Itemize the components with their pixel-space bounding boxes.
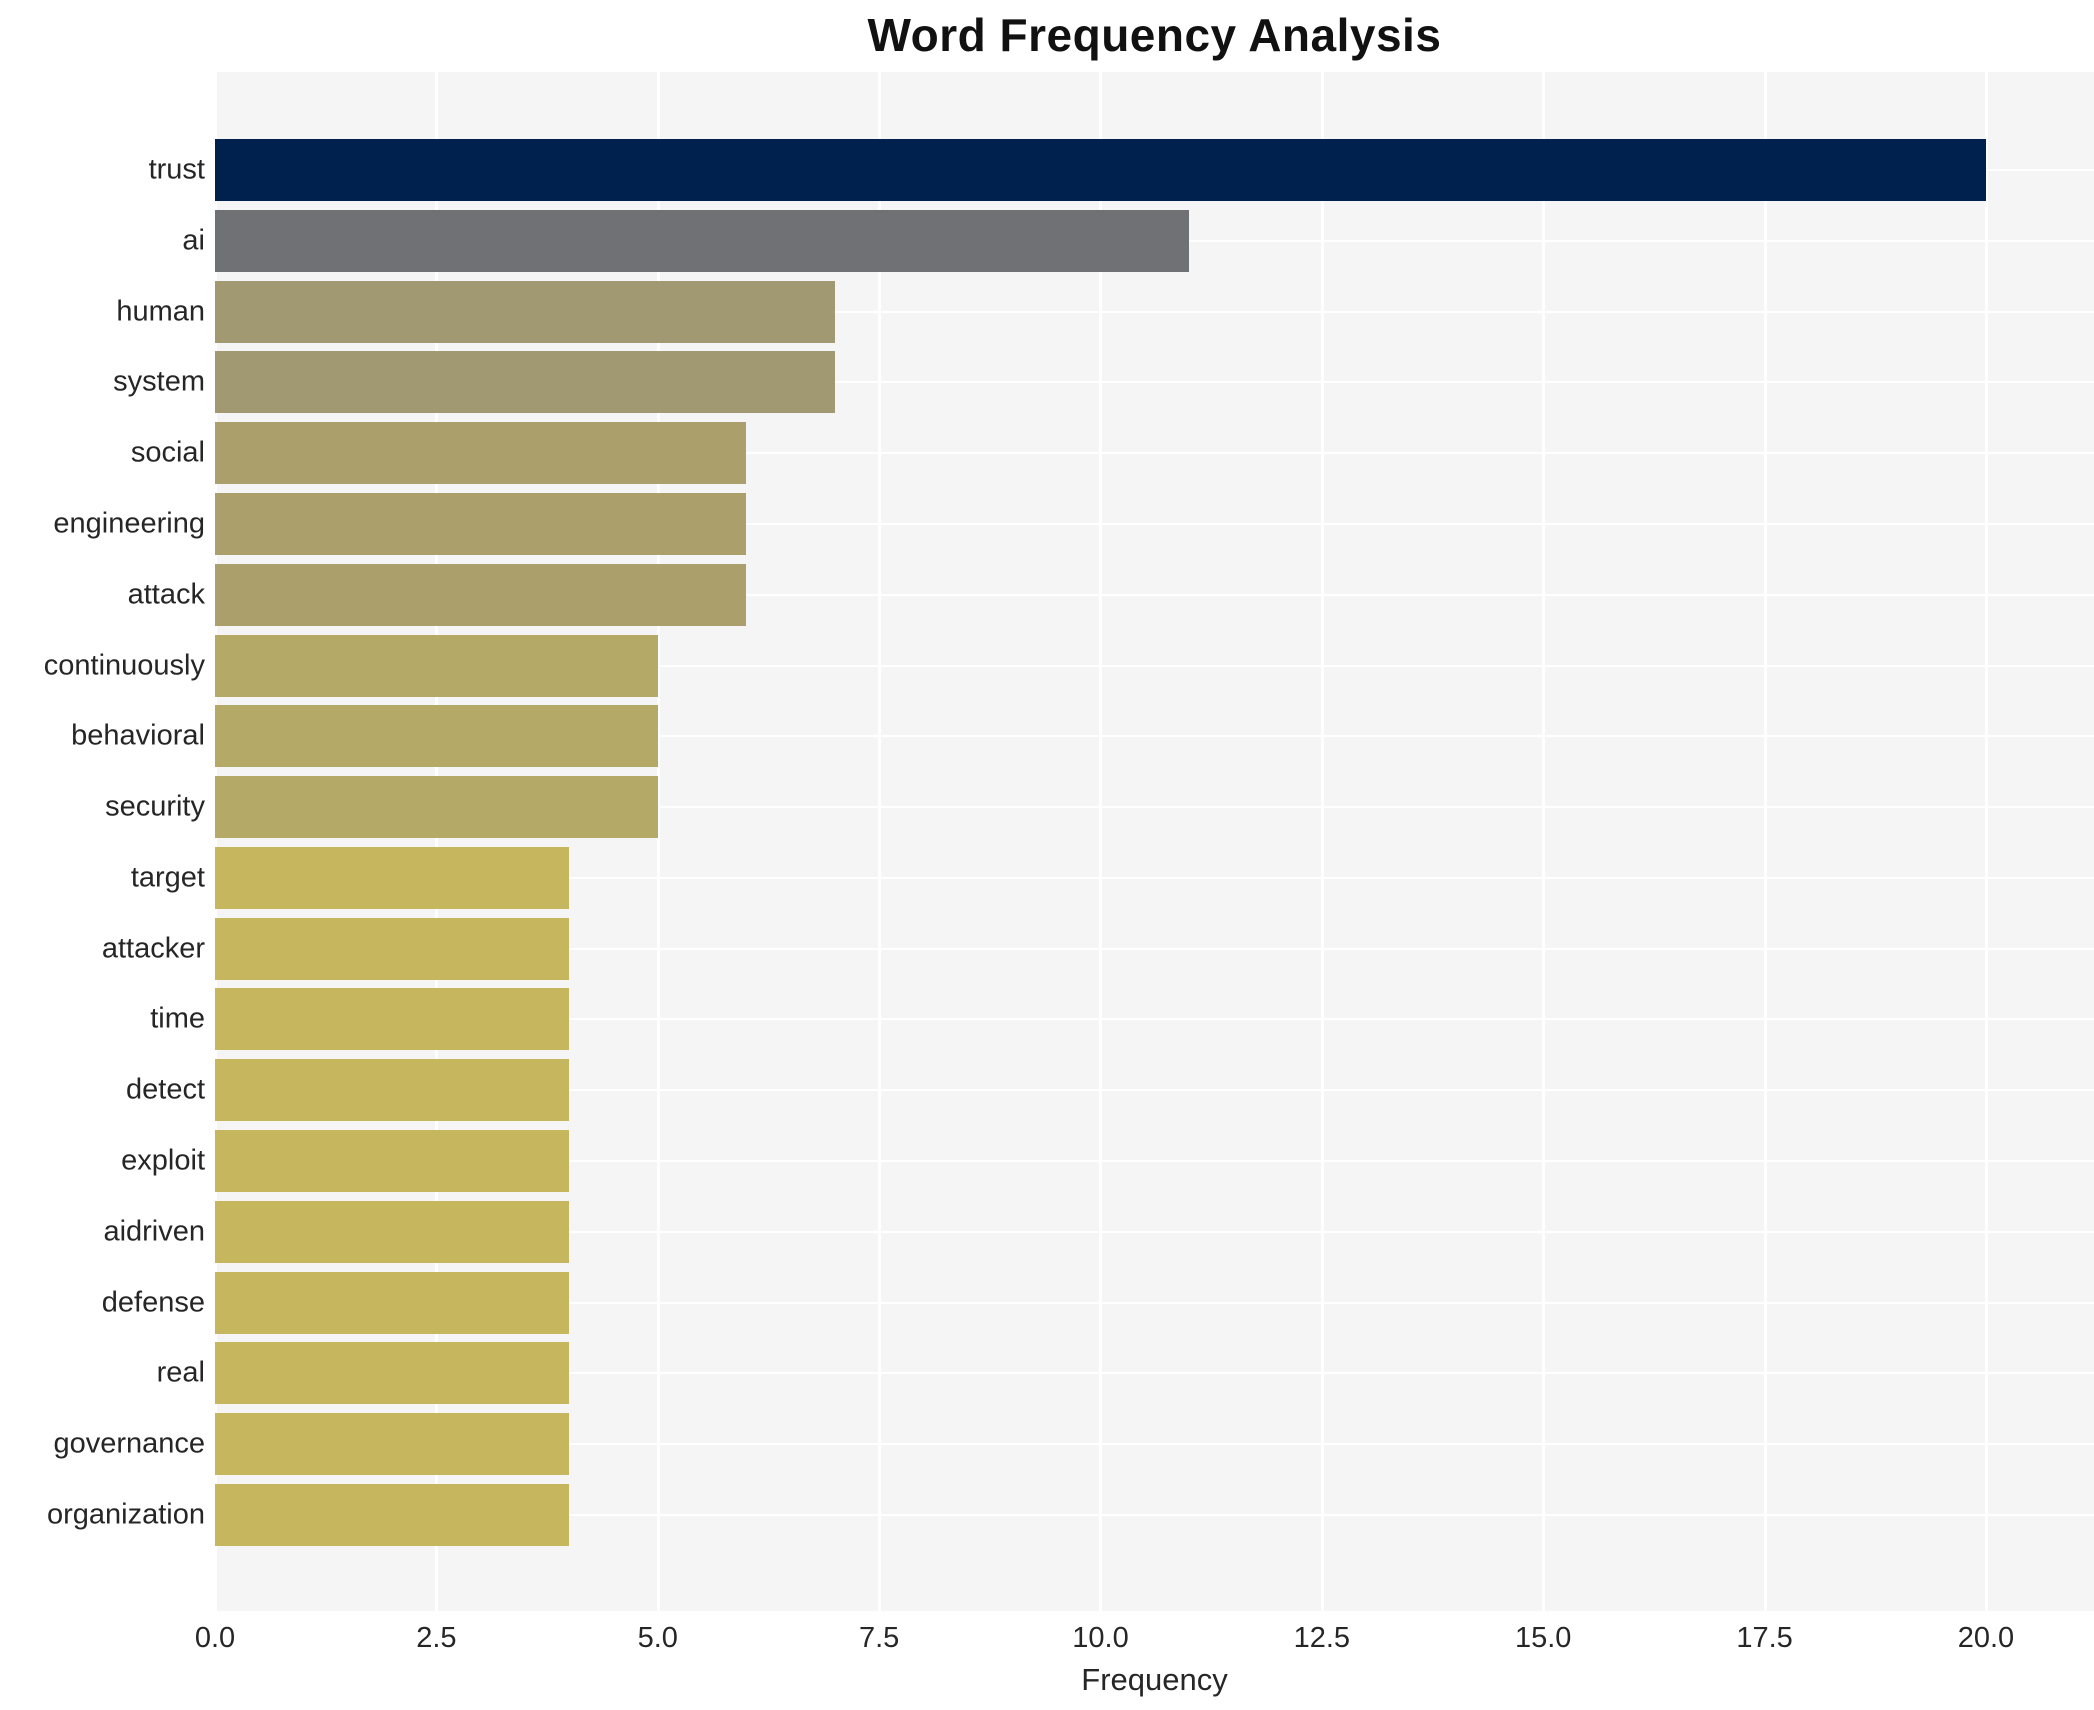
x-tick-label-20.0: 20.0 <box>1957 1622 2015 1654</box>
x-gridline-5.0 <box>656 72 660 1611</box>
x-tick-label-0.0: 0.0 <box>194 1622 236 1654</box>
category-label-trust: trust <box>148 153 205 186</box>
category-label-detect: detect <box>126 1073 205 1106</box>
x-tick-label-12.5: 12.5 <box>1293 1622 1351 1654</box>
x-tick-label-17.5: 17.5 <box>1736 1622 1793 1654</box>
y-gridline-aidriven <box>215 1230 2094 1233</box>
x-tick-label-5.0: 5.0 <box>637 1622 678 1654</box>
y-gridline-attacker <box>215 947 2094 950</box>
x-axis-tick-labels: 0.0 2.5 5.0 7.5 10.0 12.5 15.0 17.5 20.0 <box>195 1622 2094 1662</box>
x-tick-label-10.0: 10.0 <box>1072 1622 1129 1654</box>
x-tick-label-7.5: 7.5 <box>858 1622 900 1654</box>
bar-detect <box>215 1059 570 1122</box>
bar-attack <box>215 563 747 626</box>
category-label-engineering: engineering <box>53 507 205 540</box>
category-label-exploit: exploit <box>121 1144 205 1177</box>
category-label-time: time <box>150 1002 205 1035</box>
category-label-behavioral: behavioral <box>71 719 205 752</box>
x-tick-label-2.5: 2.5 <box>416 1622 457 1654</box>
x-axis-label: Frequency <box>1081 1662 1228 1697</box>
category-label-aidriven: aidriven <box>103 1215 205 1248</box>
bar-security <box>215 776 658 839</box>
category-label-attacker: attacker <box>101 932 205 965</box>
bar-ai <box>215 209 1190 272</box>
bar-time <box>215 988 570 1051</box>
bar-social <box>215 422 747 485</box>
y-gridline-time <box>215 1018 2094 1021</box>
bar-real <box>215 1342 570 1405</box>
x-gridline-7.5 <box>878 72 882 1611</box>
y-gridline-continuously <box>215 664 2094 667</box>
y-gridline-system <box>215 381 2094 384</box>
x-gridline-2.5 <box>435 72 439 1611</box>
category-label-target: target <box>130 861 205 894</box>
category-label-organization: organization <box>47 1498 205 1531</box>
y-gridline-organization <box>215 1514 2094 1516</box>
bar-target <box>215 846 570 909</box>
bar-continuously <box>215 634 658 697</box>
x-gridline-12.5 <box>1320 72 1324 1611</box>
y-gridline-security <box>215 806 2094 809</box>
category-label-governance: governance <box>53 1427 205 1460</box>
category-label-continuously: continuously <box>43 649 205 682</box>
x-tick-label-15.0: 15.0 <box>1514 1622 1572 1654</box>
x-gridline-15.0 <box>1542 72 1546 1611</box>
y-gridline-social <box>215 452 2094 455</box>
category-label-real: real <box>156 1356 205 1389</box>
category-label-social: social <box>130 436 205 469</box>
x-gridline-10.0 <box>1099 72 1103 1611</box>
bar-organization <box>215 1484 570 1546</box>
bar-trust <box>215 139 1986 201</box>
y-axis-category-labels: trust ai human system social engineering attac… <box>0 72 205 1611</box>
plot-area <box>214 72 2094 1611</box>
x-gridline-0.0 <box>214 72 217 1611</box>
y-gridline-governance <box>215 1443 2094 1446</box>
category-label-security: security <box>105 790 205 823</box>
bar-aidriven <box>215 1200 570 1263</box>
bar-defense <box>215 1271 570 1334</box>
category-label-ai: ai <box>182 224 205 257</box>
category-label-system: system <box>113 365 205 398</box>
bar-exploit <box>215 1130 570 1193</box>
y-gridline-detect <box>215 1089 2094 1092</box>
y-gridline-defense <box>215 1301 2094 1304</box>
bar-behavioral <box>215 705 658 768</box>
y-gridline-behavioral <box>215 735 2094 738</box>
y-gridline-real <box>215 1372 2094 1375</box>
category-label-defense: defense <box>101 1286 205 1319</box>
y-gridline-exploit <box>215 1160 2094 1163</box>
y-gridline-human <box>215 310 2094 313</box>
bar-system <box>215 351 835 414</box>
bar-engineering <box>215 492 747 555</box>
x-gridline-20.0 <box>1984 72 1988 1611</box>
x-gridline-17.5 <box>1763 72 1767 1611</box>
bar-human <box>215 280 835 343</box>
y-gridline-target <box>215 876 2094 879</box>
y-gridline-engineering <box>215 522 2094 525</box>
bar-attacker <box>215 917 570 980</box>
category-label-attack: attack <box>127 578 205 611</box>
y-gridline-attack <box>215 593 2094 596</box>
bar-governance <box>215 1413 570 1476</box>
chart-title: Word Frequency Analysis <box>867 9 1442 61</box>
category-label-human: human <box>116 295 205 328</box>
